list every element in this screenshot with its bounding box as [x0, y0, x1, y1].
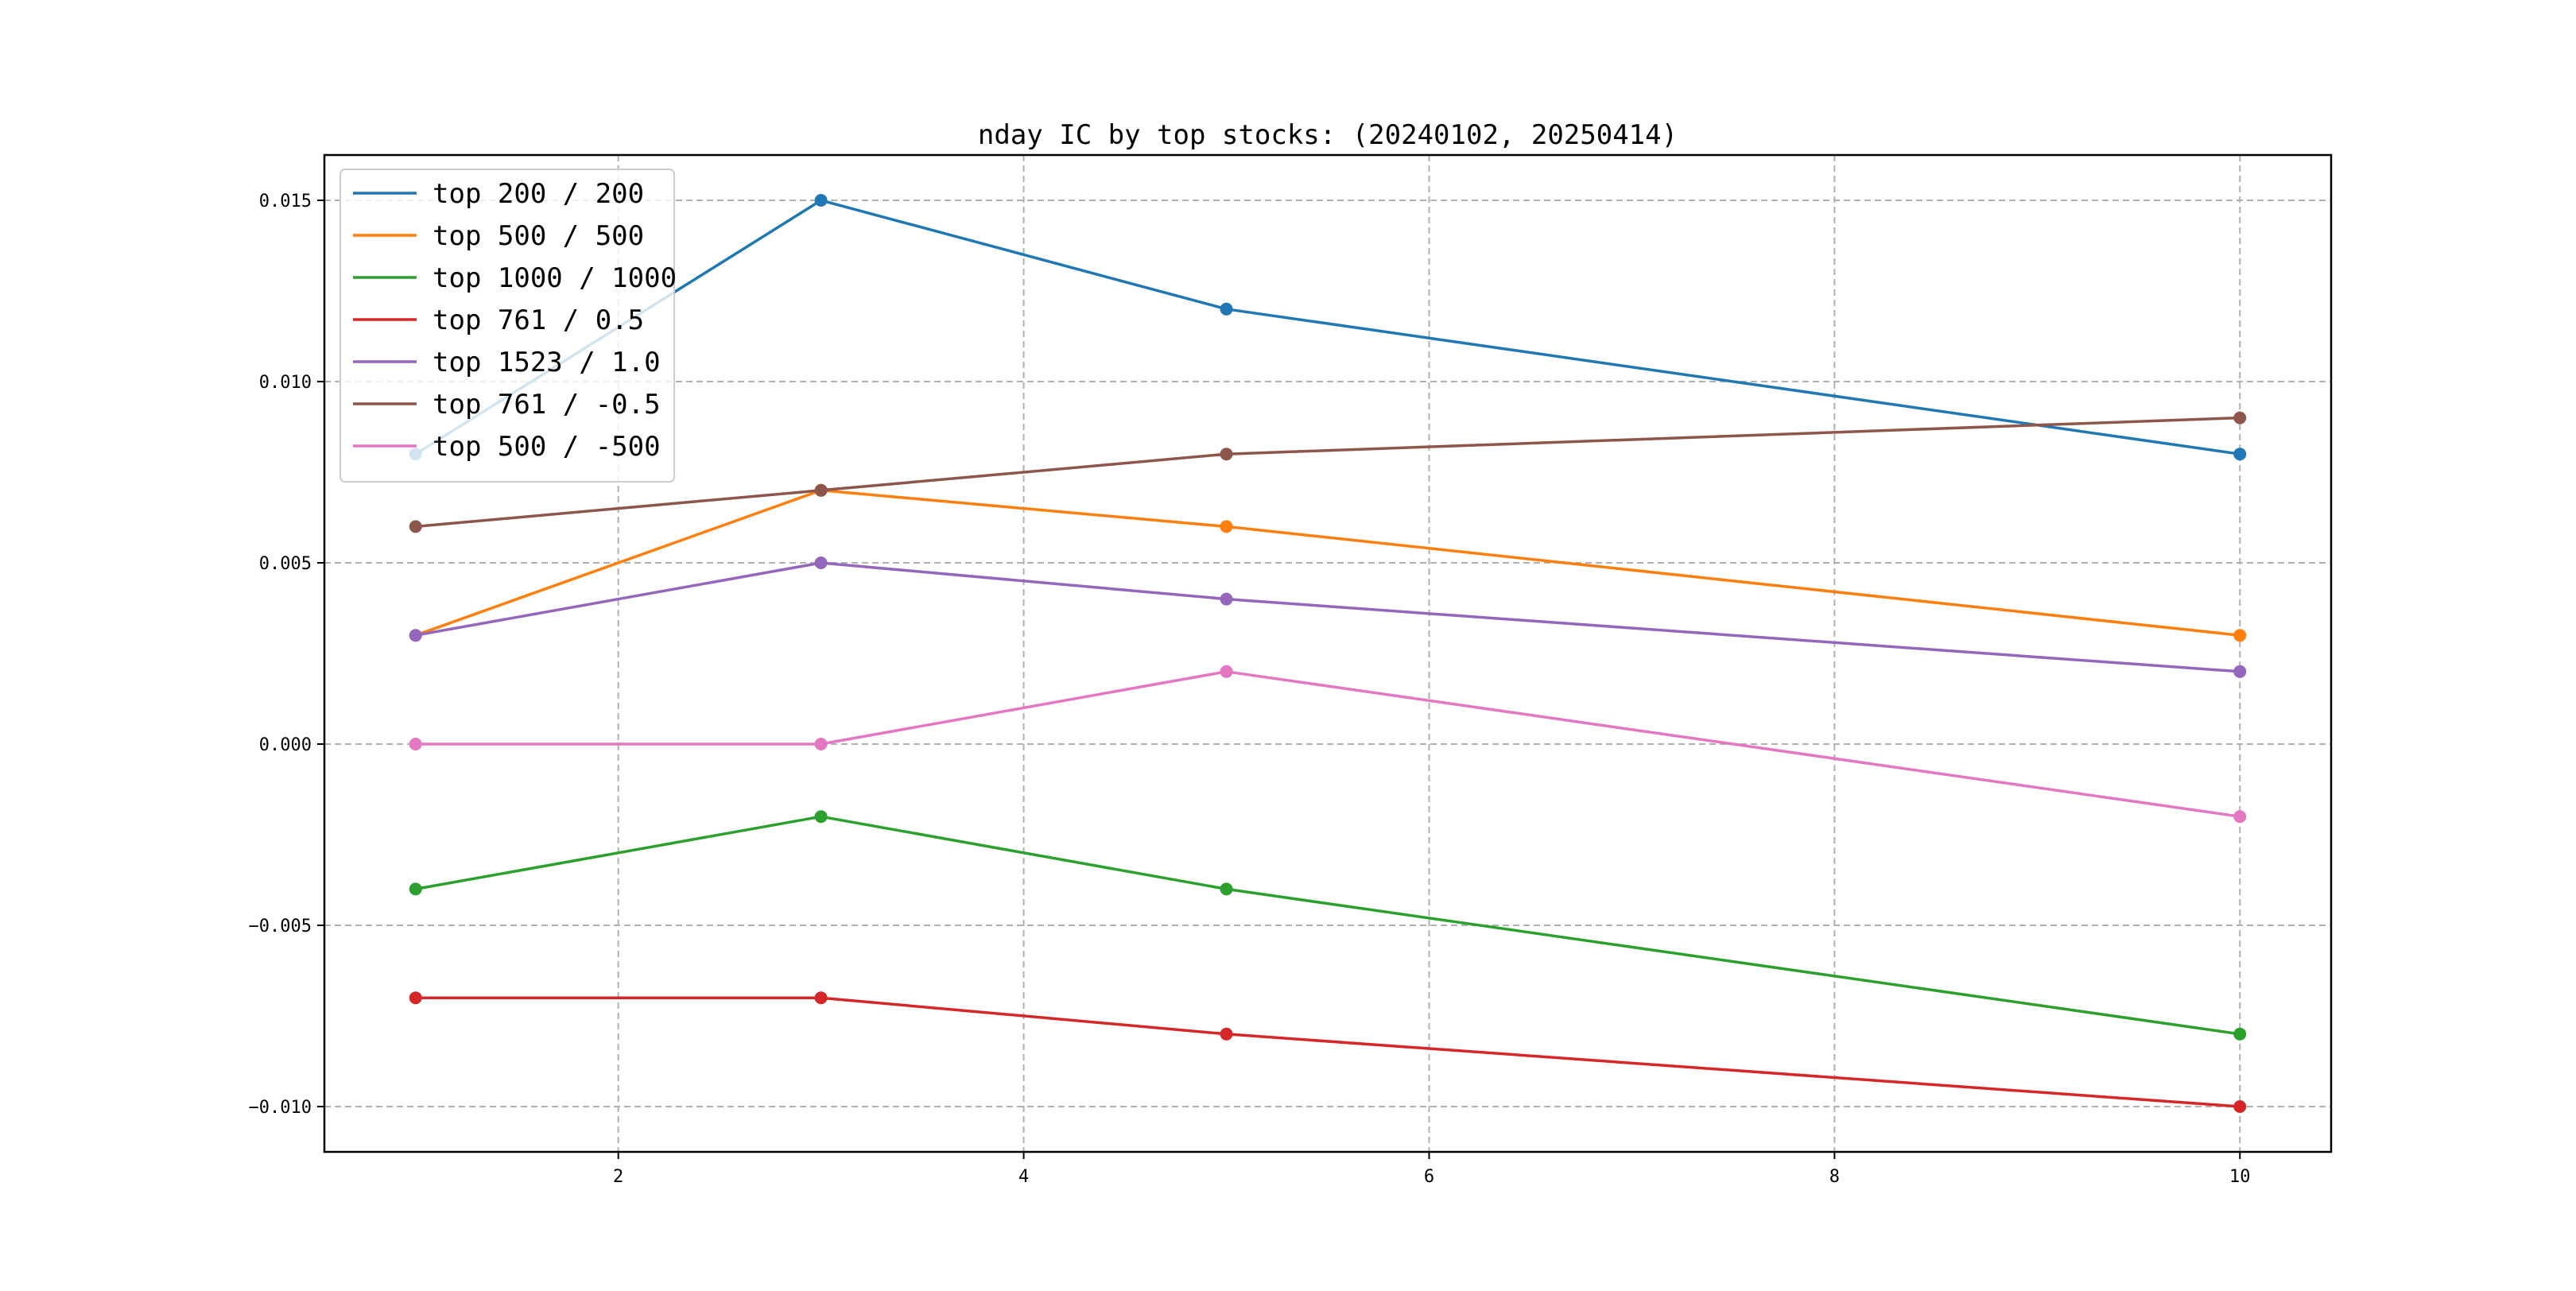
legend-label: top 1000 / 1000	[433, 262, 677, 294]
data-point	[2233, 411, 2247, 425]
chart-title: nday IC by top stocks: (20240102, 202504…	[978, 119, 1678, 151]
y-tick-label: 0.005	[259, 554, 312, 574]
y-tick-label: −0.005	[249, 917, 312, 936]
grid	[324, 155, 2331, 1152]
x-tick-label: 8	[1829, 1167, 1840, 1187]
data-point	[409, 882, 422, 896]
axis-ticks: 2 4 6 8 10 −0.010 −0.005 0.000 0.005 0.010 0.015	[249, 192, 2251, 1187]
y-tick-label: 0.015	[259, 192, 312, 211]
data-point	[814, 810, 828, 824]
data-point	[814, 556, 828, 569]
series-5	[409, 556, 2247, 678]
series-line	[415, 416, 2240, 529]
data-point	[814, 738, 828, 750]
data-point	[1220, 448, 1233, 461]
series-3	[409, 810, 2247, 1041]
series-6	[409, 411, 2247, 533]
legend-label: top 761 / -0.5	[433, 389, 661, 421]
series-7	[409, 665, 2247, 824]
data-point	[814, 194, 828, 207]
data-point	[814, 991, 828, 1005]
series-4	[409, 991, 2247, 1113]
data-point	[1220, 882, 1233, 896]
y-tick-label: 0.000	[259, 735, 312, 755]
x-tick-label: 6	[1424, 1167, 1434, 1187]
data-point	[2233, 1100, 2247, 1113]
data-point	[2233, 665, 2247, 678]
series-line	[415, 670, 2240, 818]
plot-frame	[323, 153, 2333, 1153]
x-tick-label: 4	[1018, 1167, 1029, 1187]
data-point	[2233, 1027, 2247, 1041]
data-point	[1220, 1027, 1233, 1041]
data-point	[1220, 302, 1233, 316]
data-point	[1220, 520, 1233, 533]
legend-label: top 1523 / 1.0	[433, 347, 661, 378]
legend-label: top 200 / 200	[433, 178, 644, 210]
series-line	[415, 489, 2240, 637]
series-line	[415, 561, 2240, 673]
legend-label: top 500 / -500	[433, 431, 661, 463]
legend-label: top 500 / 500	[433, 220, 644, 252]
x-tick-label: 10	[2229, 1167, 2251, 1187]
data-point	[2233, 448, 2247, 461]
y-tick-label: 0.010	[259, 373, 312, 393]
data-point	[2233, 810, 2247, 824]
legend: top 200 / 200 top 500 / 500 top 1000 / 100…	[339, 169, 677, 483]
x-tick-label: 2	[613, 1167, 623, 1187]
legend-box	[339, 169, 675, 483]
series-line	[415, 996, 2240, 1108]
data-point	[2233, 629, 2247, 642]
data-point	[409, 991, 422, 1005]
data-point	[1220, 665, 1233, 678]
series-line	[415, 815, 2240, 1036]
data-point	[409, 520, 422, 533]
data-point	[1220, 592, 1233, 606]
data-point	[814, 483, 828, 497]
data-point	[409, 738, 422, 750]
legend-label: top 761 / 0.5	[433, 304, 644, 336]
data-point	[409, 629, 422, 642]
y-tick-label: −0.010	[249, 1098, 312, 1118]
